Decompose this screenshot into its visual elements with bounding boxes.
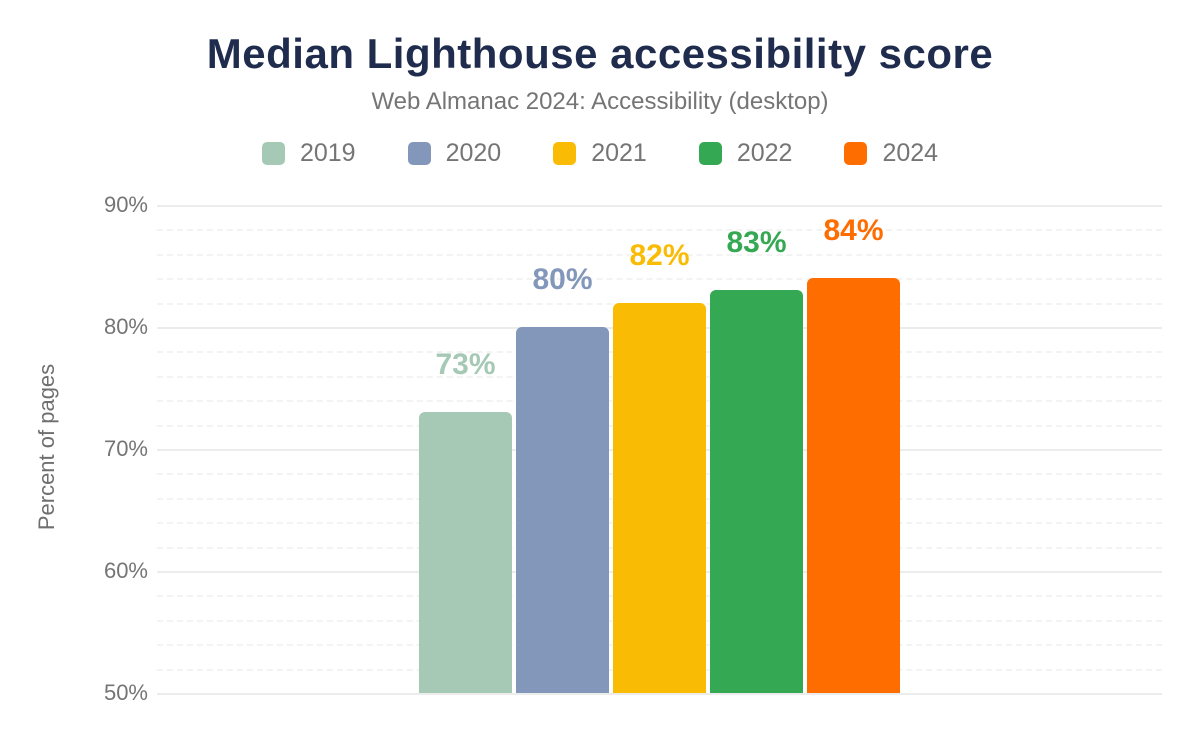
legend-item-label: 2024 — [882, 139, 939, 167]
legend-item-label: 2022 — [736, 139, 793, 167]
legend-swatch-icon — [553, 142, 577, 165]
bar-value-label: 84% — [823, 214, 884, 248]
bar-2024 — [807, 278, 900, 693]
chart-title: Median Lighthouse accessibility score — [206, 30, 994, 77]
bar-value-label: 82% — [629, 238, 690, 272]
legend-item-2021[interactable]: 2021 — [553, 141, 647, 166]
bar-2020 — [516, 327, 609, 693]
bar-2019 — [419, 412, 512, 693]
chart-subtitle: Web Almanac 2024: Accessibility (desktop… — [371, 88, 829, 115]
legend-swatch-icon — [261, 142, 285, 165]
bar-2021 — [613, 302, 706, 693]
legend-item-2019[interactable]: 2019 — [261, 139, 356, 167]
legend-item-2022[interactable]: 2022 — [698, 139, 793, 167]
legend-swatch-icon — [407, 142, 431, 165]
legend-swatch-icon — [698, 142, 722, 165]
legend-swatch-icon — [844, 142, 868, 165]
gridline-minor — [157, 253, 1162, 256]
y-tick-label: 60% — [103, 558, 148, 583]
y-axis-title: Percent of pages — [34, 363, 59, 531]
legend-item-2024[interactable]: 2024 — [844, 141, 938, 166]
y-tick-label: 90% — [103, 192, 148, 217]
gridline-minor — [157, 229, 1162, 232]
y-tick-label: 70% — [103, 436, 148, 461]
bar-value-label: 80% — [532, 263, 593, 296]
gridline-major — [157, 205, 1162, 207]
legend: 2019 2020 2021 2022 2024 — [0, 141, 1200, 166]
bar-value-label: 73% — [435, 348, 496, 382]
y-tick-label: 50% — [103, 680, 148, 705]
bar-2022 — [710, 290, 803, 693]
legend-item-label: 2021 — [591, 139, 647, 167]
gridline-major — [157, 693, 1162, 695]
y-tick-label: 80% — [103, 314, 148, 339]
legend-item-2020[interactable]: 2020 — [407, 139, 502, 167]
legend-item-label: 2020 — [445, 139, 502, 167]
bar-value-label: 83% — [726, 226, 787, 260]
legend-item-label: 2019 — [299, 139, 356, 167]
plot-area: 73% 80% 82% 83% 84% — [157, 205, 1162, 695]
gridline-minor — [157, 278, 1162, 281]
